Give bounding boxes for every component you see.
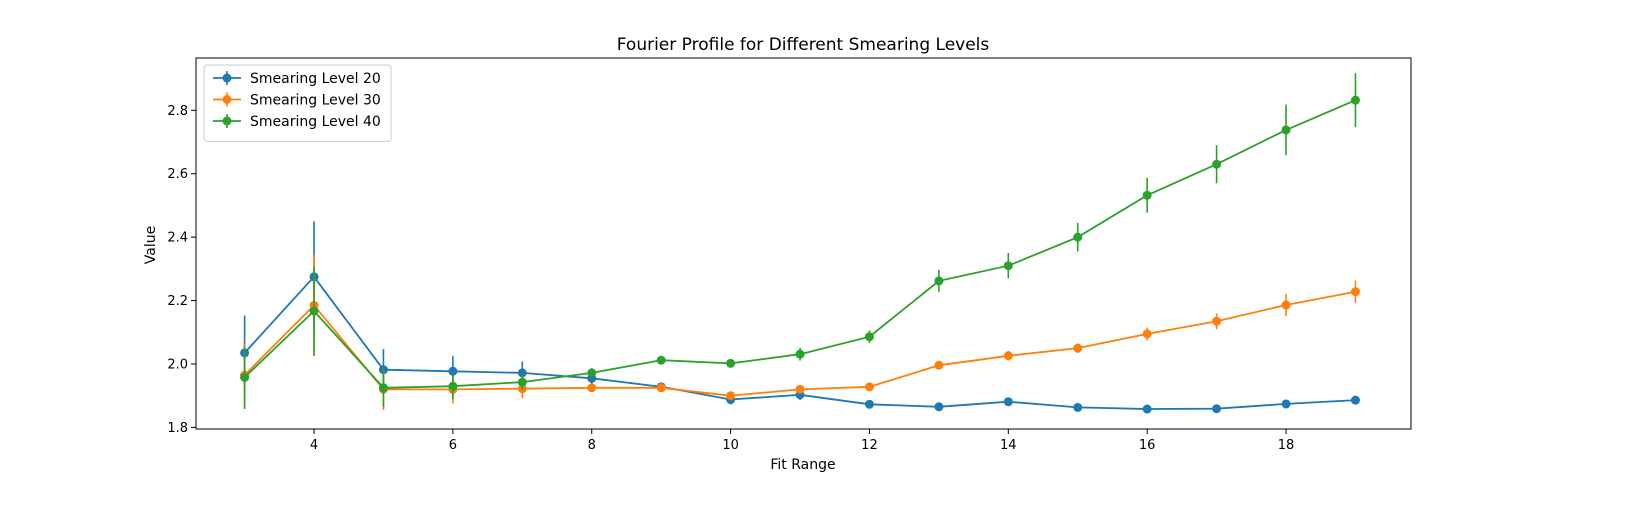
x-tick-label: 8 (588, 438, 596, 453)
series-1 (240, 221, 1360, 414)
data-point (1073, 343, 1083, 353)
x-tick-label: 6 (449, 438, 457, 453)
data-point (726, 391, 736, 401)
data-point (864, 399, 874, 409)
legend-marker (222, 95, 232, 104)
data-point (448, 381, 458, 391)
x-tick-label: 18 (1278, 438, 1295, 453)
data-point (934, 276, 944, 286)
y-axis-label: Value (143, 226, 159, 264)
data-point (1142, 190, 1152, 200)
x-tick-label: 12 (861, 438, 878, 453)
data-point (795, 349, 805, 359)
data-point (656, 383, 666, 393)
data-point (448, 366, 458, 376)
data-point (1142, 404, 1152, 414)
legend-item: Smearing Level 40 (213, 114, 381, 130)
x-tick-label: 14 (1000, 438, 1017, 453)
data-point (934, 360, 944, 370)
legend-marker (222, 73, 232, 83)
series-line (243, 99, 1356, 389)
x-tick-label: 4 (310, 438, 318, 453)
data-point (1281, 399, 1291, 409)
data-point (587, 383, 597, 393)
data-point (1073, 232, 1083, 242)
data-point (1212, 316, 1222, 326)
y-tick-label: 1.8 (167, 421, 188, 436)
x-tick-label: 16 (1139, 438, 1156, 453)
data-point (587, 368, 597, 378)
data-point (1142, 329, 1152, 339)
series-3 (240, 73, 1360, 410)
data-point (1281, 300, 1291, 310)
data-point (517, 368, 527, 378)
plot-area: 4 6 8 10 12 14 16 18 1.8 2.0 2.2 2.4 2.6 2.8 (167, 57, 1412, 453)
data-point (795, 384, 805, 394)
data-point (378, 383, 388, 393)
data-point (726, 358, 736, 368)
y-tick-label: 2.8 (167, 104, 188, 119)
legend-item: Smearing Level 30 (213, 92, 381, 109)
chart-title: Fourier Profile for Different Smearing L… (617, 35, 990, 55)
data-point (1212, 159, 1222, 169)
legend-marker (222, 116, 232, 126)
data-point (1281, 125, 1291, 135)
data-point (1350, 95, 1360, 105)
data-point (309, 306, 319, 316)
data-point (656, 355, 666, 365)
data-point (864, 332, 874, 342)
data-point (864, 382, 874, 392)
data-point (1350, 287, 1360, 297)
y-tick-label: 2.2 (167, 294, 188, 309)
legend-box (203, 64, 392, 142)
data-point (934, 402, 944, 412)
data-point (517, 377, 527, 387)
legend-label: Smearing Level 30 (250, 93, 381, 109)
plot-frame (195, 57, 1412, 430)
x-tick-label: 10 (722, 438, 739, 453)
data-point (1003, 351, 1013, 361)
series-line (243, 290, 1356, 397)
legend-label: Smearing Level 20 (250, 71, 381, 87)
y-tick-label: 2.4 (167, 231, 188, 246)
data-point (1073, 402, 1083, 412)
data-point (240, 372, 250, 382)
y-tick-label: 2.6 (167, 167, 188, 182)
data-point (1350, 395, 1360, 405)
y-tick-label: 2.0 (167, 357, 188, 372)
legend-label: Smearing Level 40 (250, 114, 381, 130)
data-point (1003, 261, 1013, 271)
legend-item: Smearing Level 20 (213, 71, 381, 87)
legend: Smearing Level 20 Smearing Level 30 Smeari… (203, 64, 392, 142)
data-point (1003, 397, 1013, 407)
x-axis-label: Fit Range (770, 457, 835, 473)
data-point (1212, 404, 1222, 414)
